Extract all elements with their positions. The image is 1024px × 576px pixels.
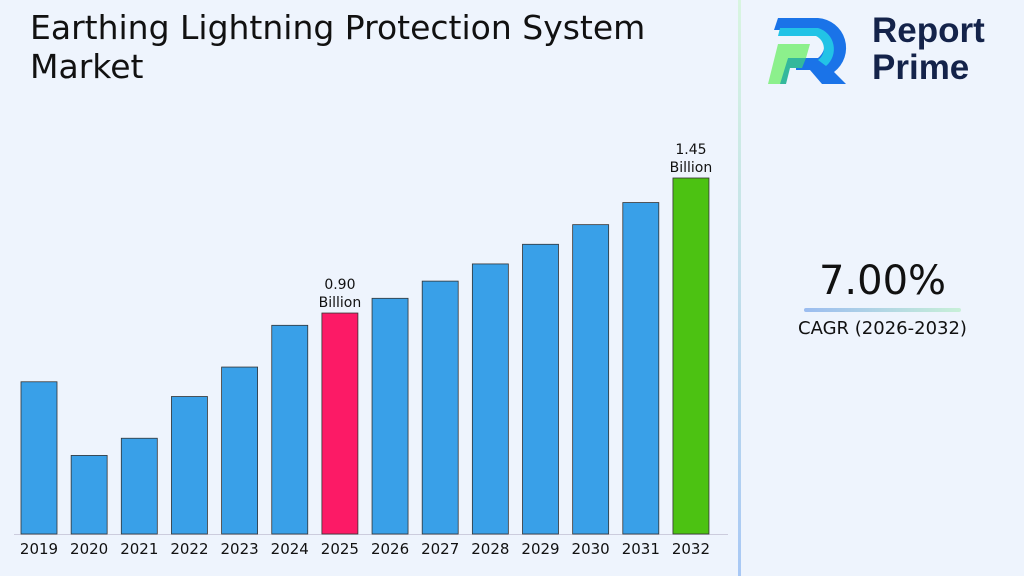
divider [738,0,741,576]
x-tick-label: 2024 [271,540,309,558]
x-tick-label: 2031 [622,540,660,558]
bar-2023 [221,366,259,535]
bar-2029 [522,243,559,535]
x-tick-label: 2029 [521,540,559,558]
x-tick-label: 2032 [672,540,710,558]
x-tick-label: 2028 [471,540,509,558]
bar-chart: 2019 2020 2021 2022 2023 2024 2025 2026 2027 2028… [14,142,728,558]
cagr-value: 7.00% [818,258,947,304]
x-tick-label: 2030 [572,540,610,558]
bar-2025 [321,312,359,535]
brand-name: Report Prime [872,12,985,86]
bar-2030 [572,224,610,535]
bar-2031 [622,202,660,535]
bar-2024 [271,324,309,535]
x-tick-label: 2022 [170,540,208,558]
x-tick-label: 2023 [221,540,259,558]
bar-2021 [120,437,158,535]
cagr-underline [804,308,961,312]
data-label-unit: Billion [670,160,713,176]
bar-2032 [672,177,710,535]
x-tick-label: 2021 [120,540,158,558]
brand-line1: Report [872,11,985,50]
bar-2026 [371,297,409,535]
page-title: Earthing Lightning Protection System Mar… [30,8,646,86]
cagr-panel: 7.00% CAGR (2026-2032) [780,258,985,339]
x-tick-label: 2019 [20,540,58,558]
x-tick-label: 2020 [70,540,108,558]
bar-2027 [421,280,459,535]
x-tick-label: 2026 [371,540,409,558]
brand-line2: Prime [872,48,970,87]
bar-2028 [471,263,509,535]
bar-2020 [70,455,108,535]
report-prime-logo [768,18,847,84]
data-label-unit: Billion [319,295,362,311]
cagr-label: CAGR (2026-2032) [798,318,967,339]
x-tick-label: 2027 [421,540,459,558]
bar-2022 [171,396,208,535]
bar-2019 [20,381,58,535]
data-label-value: 0.90 [324,277,355,293]
data-label-value: 1.45 [675,142,706,158]
x-tick-label: 2025 [321,540,359,558]
